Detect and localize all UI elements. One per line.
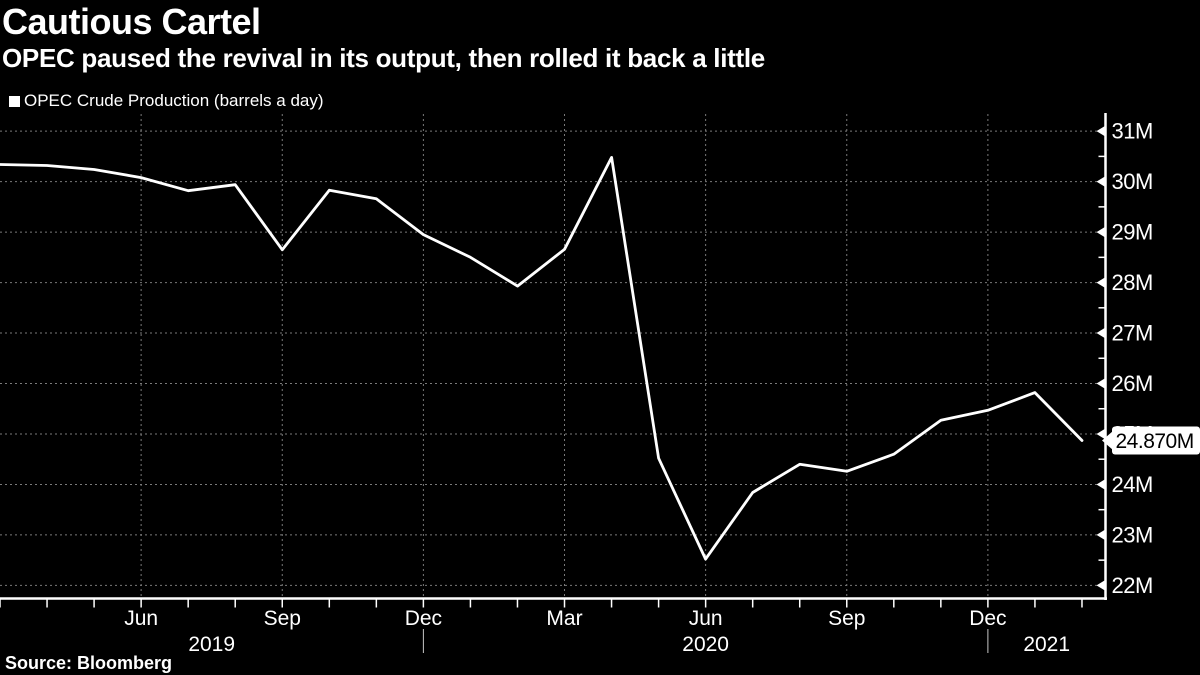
y-tick-label: 28M [1112, 270, 1153, 295]
y-major-tick [1096, 277, 1106, 289]
callout-value-label: 24.870M [1116, 430, 1194, 453]
y-tick-label: 30M [1112, 169, 1153, 194]
x-tick-label: Jun [124, 607, 158, 630]
year-label: 2019 [188, 633, 235, 656]
y-tick-label: 27M [1112, 321, 1153, 346]
year-label: 2020 [682, 633, 729, 656]
y-major-tick [1096, 378, 1106, 390]
y-tick-label: 31M [1112, 119, 1153, 144]
x-tick-label: Dec [969, 607, 1006, 630]
y-major-tick [1096, 125, 1106, 137]
legend-label: OPEC Crude Production (barrels a day) [24, 91, 324, 110]
y-major-tick [1096, 176, 1106, 188]
y-major-tick [1096, 226, 1106, 238]
callout-box [1112, 426, 1200, 455]
legend: OPEC Crude Production (barrels a day) [9, 91, 324, 111]
x-tick-label: Mar [546, 607, 582, 630]
series-line [0, 155, 1084, 561]
y-tick-label: 24M [1112, 472, 1153, 497]
y-tick-label: 26M [1112, 371, 1153, 396]
legend-square-icon [9, 95, 20, 107]
y-tick-label: 23M [1112, 522, 1153, 547]
year-label: 2021 [1023, 633, 1070, 656]
x-tick-label: Jun [689, 607, 723, 630]
y-major-tick [1096, 579, 1106, 591]
source-note: Source: Bloomberg [5, 653, 173, 673]
page-subtitle: OPEC paused the revival in its output, t… [2, 43, 765, 73]
y-tick-label: 29M [1112, 220, 1153, 245]
callout-arrow [1102, 431, 1113, 451]
y-major-tick [1096, 428, 1106, 440]
y-major-tick [1096, 327, 1106, 339]
x-tick-label: Sep [828, 607, 865, 630]
page-title: Cautious Cartel [2, 1, 261, 42]
x-tick-label: Dec [405, 607, 442, 630]
x-tick-label: Sep [264, 607, 301, 630]
y-tick-label: 22M [1112, 573, 1153, 598]
y-major-tick [1096, 529, 1106, 541]
y-major-tick [1096, 478, 1106, 490]
